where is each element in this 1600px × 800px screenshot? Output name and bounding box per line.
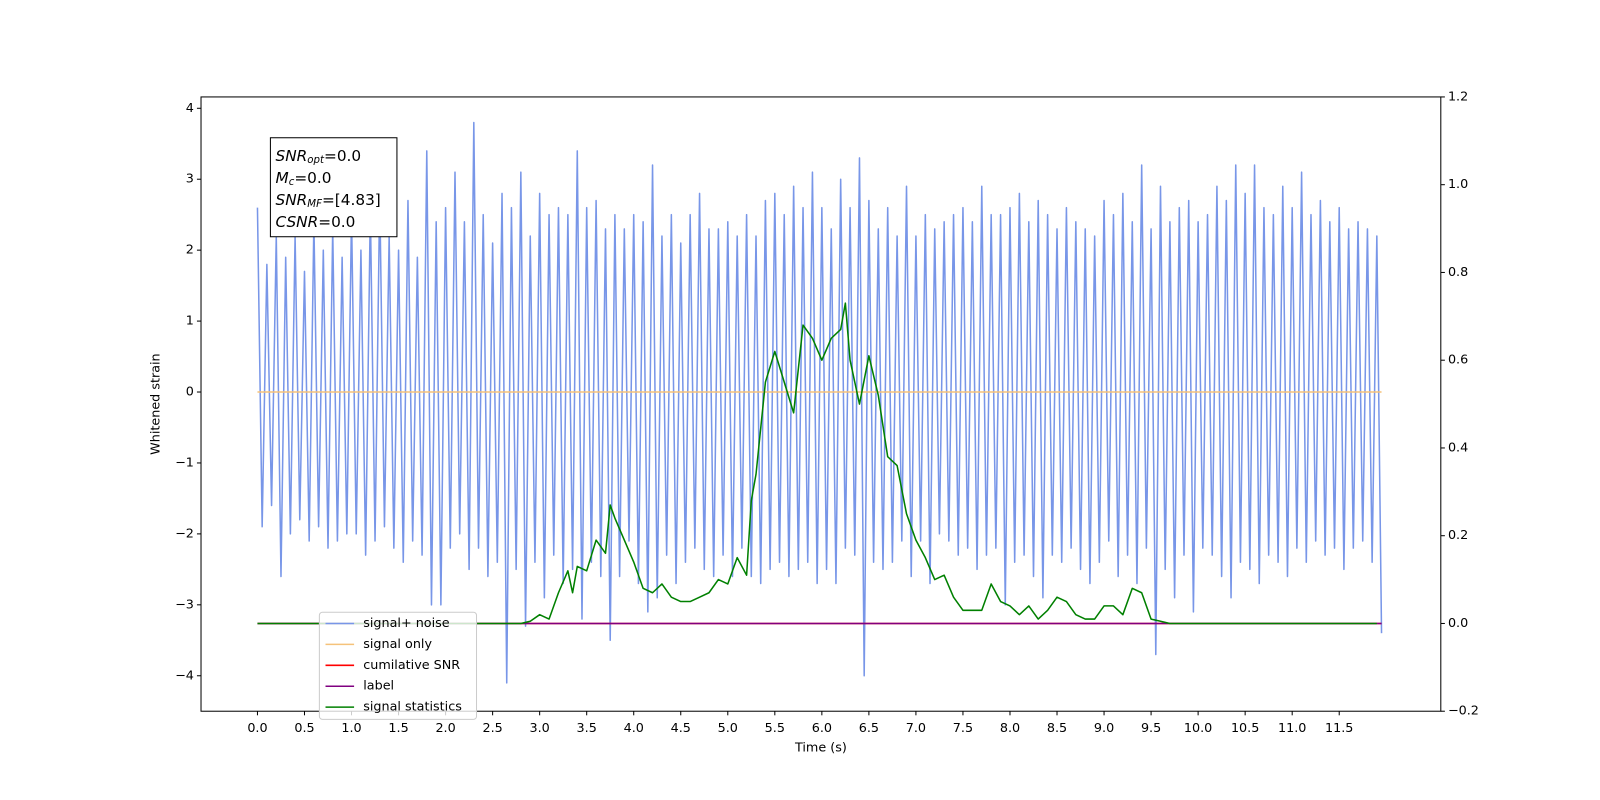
y-axis-label: Whitened strain [149, 353, 164, 454]
legend-label: signal statistics [363, 700, 462, 715]
y2-tick-label: 1.0 [1448, 177, 1468, 192]
y2-tick-label: 1.2 [1448, 89, 1468, 104]
x-tick-label: 2.0 [435, 721, 455, 736]
y-tick-label: 1 [186, 314, 194, 329]
y2-tick-label: 0.2 [1448, 528, 1468, 543]
annotation-symbol: SNR [276, 147, 308, 165]
series-line [257, 302, 1377, 625]
x-tick-label: 10.0 [1184, 721, 1212, 736]
legend: signal+ noise signal only cumilative SNR la… [318, 611, 478, 720]
x-tick-label: 6.0 [812, 721, 832, 736]
legend-label: signal only [363, 637, 432, 652]
y-tick-label: −4 [175, 668, 194, 683]
x-tick-label: 11.0 [1278, 721, 1306, 736]
y2-tick-label: 0.4 [1448, 440, 1468, 455]
x-tick-label: 7.0 [906, 721, 926, 736]
x-tick-label: 5.0 [718, 721, 738, 736]
y-tick-label: 3 [186, 172, 194, 187]
x-tick-label: 2.5 [482, 721, 502, 736]
x-tick-label: 8.0 [1000, 721, 1020, 736]
annotation-line: SNRMF=[4.83] [276, 190, 381, 210]
x-axis-label: Time (s) [794, 740, 847, 755]
legend-label: cumilative SNR [363, 658, 460, 673]
series-line [256, 121, 1383, 684]
y2-tick-label: 0.8 [1448, 265, 1468, 280]
x-tick-label: 5.5 [765, 721, 785, 736]
annotation-symbol: SNR [276, 190, 308, 208]
y-tick-label: 0 [186, 385, 194, 400]
y-tick-label: −1 [175, 455, 194, 470]
legend-box [318, 611, 478, 720]
x-tick-label: 10.5 [1231, 721, 1259, 736]
x-tick-label: 4.0 [624, 721, 644, 736]
annotation-value: =0.0 [294, 169, 331, 187]
annotation-subscript: MF [307, 199, 322, 210]
y2-tick-label: 0.0 [1448, 616, 1468, 631]
x-tick-label: 7.5 [953, 721, 973, 736]
x-tick-label: 4.5 [671, 721, 691, 736]
annotation-symbol: M [276, 169, 289, 187]
legend-label: label [363, 679, 394, 694]
x-tick-label: 1.0 [341, 721, 361, 736]
annotation-line: CSNR=0.0 [276, 212, 356, 230]
y2-tick-label: 0.6 [1448, 353, 1468, 368]
y-tick-label: 2 [186, 243, 194, 258]
axes-frame [200, 96, 1442, 712]
x-tick-label: 6.5 [859, 721, 879, 736]
legend-label: signal+ noise [363, 616, 450, 631]
x-tick-label: 1.5 [388, 721, 408, 736]
x-tick-label: 0.0 [247, 721, 267, 736]
annotation-line: SNRopt=0.0 [276, 147, 362, 167]
x-tick-label: 11.5 [1325, 721, 1353, 736]
y-tick-label: −3 [175, 597, 194, 612]
annotation-subscript: opt [307, 155, 325, 166]
x-tick-label: 9.0 [1094, 721, 1114, 736]
x-tick-label: 0.5 [294, 721, 314, 736]
y-tick-label: −2 [175, 526, 194, 541]
annotation-value: =[4.83] [322, 190, 381, 208]
x-tick-label: 8.5 [1047, 721, 1067, 736]
annotation-value: =0.0 [324, 147, 361, 165]
y-tick-label: 4 [186, 101, 194, 116]
annotation-box [269, 137, 398, 238]
annotation-subscript: c [289, 177, 295, 188]
x-tick-label: 9.5 [1141, 721, 1161, 736]
annotation-symbol: CSNR [276, 212, 319, 230]
y2-tick-label: −0.2 [1448, 704, 1479, 719]
x-tick-label: 3.5 [577, 721, 597, 736]
x-tick-label: 3.0 [530, 721, 550, 736]
annotation-line: Mc=0.0 [276, 169, 332, 189]
annotation-value: =0.0 [318, 212, 355, 230]
